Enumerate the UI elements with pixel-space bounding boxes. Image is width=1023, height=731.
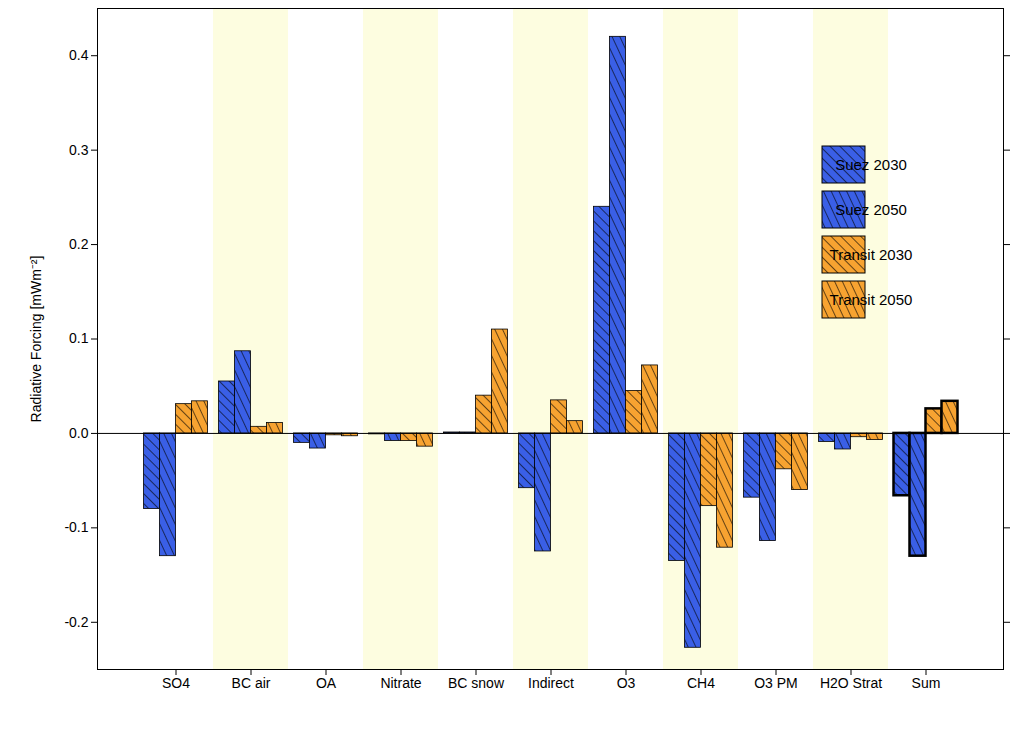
svg-text:Suez 2050: Suez 2050 <box>835 201 907 218</box>
svg-text:Indirect: Indirect <box>528 675 574 691</box>
svg-text:O3 PM: O3 PM <box>754 675 798 691</box>
svg-text:OA: OA <box>316 675 337 691</box>
svg-text:Nitrate: Nitrate <box>380 675 421 691</box>
svg-text:Radiative Forcing [mWm⁻²]: Radiative Forcing [mWm⁻²] <box>28 256 44 423</box>
svg-text:0.1: 0.1 <box>69 330 89 346</box>
svg-text:0.3: 0.3 <box>69 142 89 158</box>
svg-text:Transit 2030: Transit 2030 <box>830 246 913 263</box>
svg-text:SO4: SO4 <box>162 675 190 691</box>
svg-text:-0.1: -0.1 <box>64 519 88 535</box>
svg-text:BC air: BC air <box>232 675 271 691</box>
svg-text:Sum: Sum <box>912 675 941 691</box>
svg-text:Suez 2030: Suez 2030 <box>835 156 907 173</box>
svg-text:BC snow: BC snow <box>448 675 505 691</box>
svg-text:CH4: CH4 <box>687 675 715 691</box>
svg-text:Transit 2050: Transit 2050 <box>830 291 913 308</box>
svg-text:0.2: 0.2 <box>69 236 89 252</box>
svg-text:-0.2: -0.2 <box>64 614 88 630</box>
svg-text:0.0: 0.0 <box>69 425 89 441</box>
svg-text:O3: O3 <box>617 675 636 691</box>
svg-text:H2O Strat: H2O Strat <box>820 675 882 691</box>
svg-text:0.4: 0.4 <box>69 47 89 63</box>
